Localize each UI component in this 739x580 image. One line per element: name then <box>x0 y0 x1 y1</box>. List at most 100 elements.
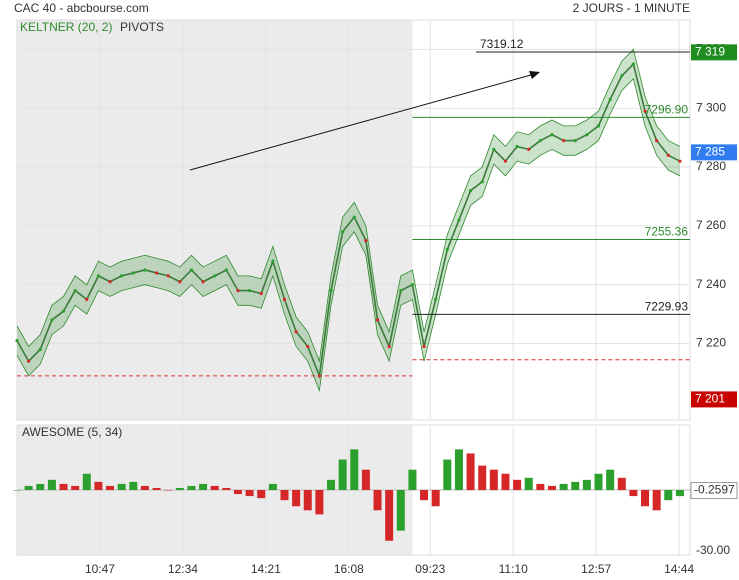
oscillator-bar <box>327 479 336 490</box>
price-point <box>480 180 484 184</box>
indicator-label: PIVOTS <box>120 20 164 34</box>
pivot-label: 7255.36 <box>645 225 689 239</box>
price-point <box>166 274 170 278</box>
oscillator-bar <box>489 469 498 490</box>
price-badge <box>691 144 737 161</box>
indicator-label: AWESOME (5, 34) <box>22 425 122 439</box>
price-point <box>515 144 519 149</box>
x-tick-label: 09:23 <box>415 562 445 576</box>
pivot-label: 7319.12 <box>480 37 524 51</box>
oscillator-bar <box>594 473 603 490</box>
oscillator-bar <box>478 465 487 490</box>
oscillator-bar <box>71 485 80 490</box>
keltner-upper <box>16 48 681 363</box>
price-point <box>178 280 182 284</box>
oscillator-bar <box>396 490 405 531</box>
oscillator-bar <box>245 490 254 497</box>
price-badge <box>691 391 737 408</box>
oscillator-bar <box>641 490 650 507</box>
oscillator-bar <box>571 481 580 490</box>
oscillator-bar <box>94 481 103 490</box>
price-point <box>503 159 508 163</box>
price-point <box>655 138 659 143</box>
x-tick-label: 11:10 <box>499 562 528 576</box>
indicator-label: KELTNER (20, 2) <box>20 20 112 34</box>
oscillator-bar <box>675 490 684 497</box>
source-title: CAC 40 - abcbourse.com <box>14 1 149 15</box>
oscillator-bar <box>199 483 208 490</box>
pivot-label: 7229.93 <box>645 299 689 313</box>
price-point <box>189 268 194 272</box>
price-point <box>201 280 205 284</box>
price-point <box>143 268 147 272</box>
price-point <box>492 147 496 152</box>
pivot-label: 7296.90 <box>645 103 689 117</box>
oscillator-bar <box>373 490 382 511</box>
value-badge <box>690 482 738 500</box>
price-point <box>410 283 415 287</box>
annotation-arrow <box>189 72 539 171</box>
price-point <box>620 74 624 78</box>
price-point <box>387 344 391 349</box>
oscillator-bar <box>152 487 161 490</box>
arrow-head <box>529 71 540 79</box>
oscillator-bar <box>513 479 522 490</box>
price-point <box>61 309 66 313</box>
x-tick-label: 12:34 <box>168 562 198 576</box>
price-point <box>282 297 287 302</box>
price-point <box>562 138 566 143</box>
oscillator-bar <box>140 485 149 490</box>
oscillator-bar <box>222 487 231 490</box>
price-point <box>457 218 461 222</box>
price-point <box>527 147 531 152</box>
price-line <box>16 62 681 380</box>
price-point <box>468 188 473 193</box>
y-tick-label: 7 300 <box>696 100 726 114</box>
oscillator-bar <box>117 483 126 490</box>
price-point <box>678 159 682 163</box>
panel-frame <box>16 19 691 421</box>
price-point <box>15 338 19 343</box>
oscillator-bar <box>129 481 138 490</box>
price-point <box>96 274 101 278</box>
oscillator-bar <box>547 485 556 490</box>
oscillator-bar <box>59 483 68 490</box>
oscillator-bar <box>257 490 266 499</box>
price-point <box>294 330 298 334</box>
price-point <box>108 280 112 284</box>
oscillator-bar <box>164 490 173 491</box>
price-point <box>85 297 89 302</box>
price-point <box>341 230 345 234</box>
price-point <box>131 271 135 275</box>
price-point <box>596 124 601 128</box>
oscillator-bar <box>106 485 115 490</box>
oscillator-bar <box>315 490 324 515</box>
oscillator-bar <box>454 449 463 490</box>
price-point <box>434 297 438 302</box>
price-point <box>248 288 252 293</box>
oscillator-bar <box>350 449 359 490</box>
oscillator-bar <box>233 490 242 495</box>
oscillator-bar <box>652 490 661 511</box>
oscillator-bar <box>443 459 452 490</box>
oscillator-bar <box>13 490 21 491</box>
y-tick-label: -30.00 <box>696 543 730 557</box>
oscillator-bar <box>175 487 184 490</box>
oscillator-bar <box>536 483 545 490</box>
oscillator-bar <box>303 490 312 511</box>
oscillator-bar <box>606 469 615 490</box>
oscillator-bar <box>629 490 638 497</box>
price-point <box>364 238 368 243</box>
oscillator-bar <box>582 479 591 490</box>
oscillator-bar <box>82 473 91 490</box>
price-point <box>27 359 31 363</box>
price-badge-label: 7 319 <box>695 45 725 59</box>
price-point <box>538 138 542 143</box>
price-point <box>643 109 647 113</box>
price-point <box>585 133 589 137</box>
oscillator-bar <box>431 490 440 507</box>
y-tick-label: 7 220 <box>696 336 726 350</box>
price-point <box>50 318 54 322</box>
shaded-session <box>17 20 413 420</box>
